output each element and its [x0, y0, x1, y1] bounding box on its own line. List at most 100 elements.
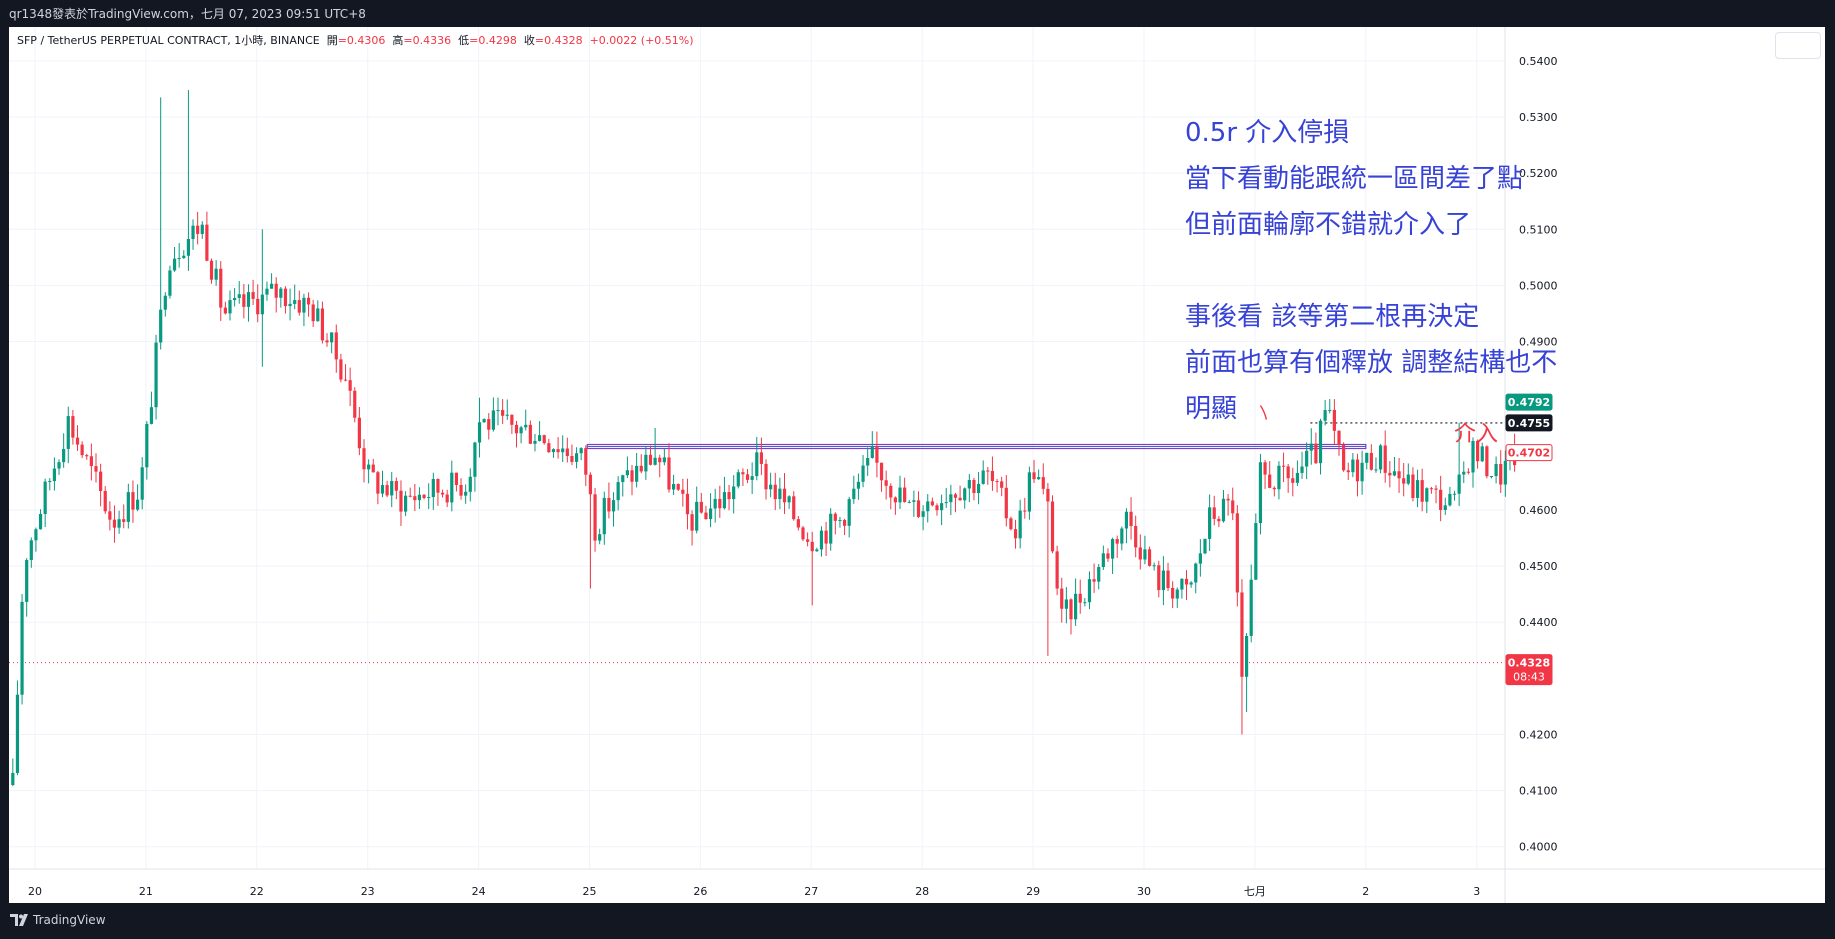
candle-body	[385, 485, 389, 496]
candle-body	[547, 443, 551, 453]
candle-body	[1064, 599, 1068, 609]
candle-body	[1050, 501, 1055, 552]
candle-body	[450, 472, 454, 503]
candle-body	[1402, 478, 1406, 484]
candle-body	[71, 416, 75, 438]
candle-body	[893, 497, 897, 503]
candle-body	[1240, 592, 1244, 677]
candle-body	[237, 294, 241, 298]
candle-body	[325, 340, 329, 343]
candle-body	[191, 225, 195, 239]
candle-body	[52, 468, 57, 482]
candle-body	[1152, 565, 1156, 567]
candle-body	[343, 379, 348, 381]
annotation-line-2: 當下看動能跟統一區間差了點	[1185, 164, 1524, 194]
candle-body	[1115, 539, 1119, 544]
tradingview-logo-icon	[10, 914, 28, 926]
candle-body	[422, 494, 426, 498]
price-scale-corner-button[interactable]	[1775, 32, 1821, 59]
candle-body	[260, 294, 264, 315]
candle-body	[1023, 510, 1027, 512]
candle-body	[1268, 474, 1272, 488]
candle-body	[1009, 518, 1013, 530]
price-tag-current-countdown: 08:43	[1513, 671, 1545, 684]
entry-arrow	[1259, 405, 1268, 420]
x-tick-label: 七月	[1244, 885, 1266, 898]
candlestick-chart[interactable]: 0.5400 0.5300 0.5200 0.5100 0.5000 0.4900 0.46…	[9, 27, 1825, 903]
candle-body	[1134, 526, 1138, 548]
candle-body	[519, 427, 523, 434]
candle-body	[99, 471, 103, 492]
candle-body	[967, 479, 971, 489]
annotation-line-5: 事後看 該等第二根再決定	[1185, 302, 1480, 332]
candle-body	[362, 448, 366, 470]
candle-body	[293, 300, 297, 304]
candle-body	[25, 559, 29, 602]
footer-brand: TradingView	[33, 913, 106, 927]
candle-body	[1129, 511, 1133, 527]
candle-body	[334, 332, 338, 360]
price-tag-zone-text: 0.4702	[1508, 447, 1550, 460]
y-tick-label: 0.5000	[1519, 279, 1558, 292]
candle-body	[1480, 446, 1484, 462]
candle-body	[1360, 462, 1364, 482]
candle-body	[1175, 589, 1179, 599]
y-tick-label: 0.4100	[1519, 785, 1558, 798]
candle-body	[773, 484, 777, 500]
candle-body	[722, 492, 727, 509]
candle-body	[1157, 565, 1161, 591]
candle-body	[593, 494, 597, 541]
candle-body	[1323, 410, 1327, 421]
candle-body	[732, 486, 736, 500]
candle-body	[131, 492, 135, 510]
candle-body	[718, 498, 722, 509]
candle-body	[445, 494, 449, 503]
candle-body	[1494, 464, 1498, 477]
y-tick-label: 0.4600	[1519, 504, 1558, 517]
candle-body	[219, 268, 223, 308]
candle-body	[135, 499, 140, 510]
chart-area[interactable]: 0.5400 0.5300 0.5200 0.5100 0.5000 0.4900 0.46…	[9, 27, 1825, 903]
candle-body	[861, 465, 865, 482]
candle-body	[80, 444, 84, 456]
candle-body	[574, 453, 579, 462]
candle-body	[1471, 440, 1475, 473]
candle-body	[695, 501, 699, 531]
candle-body	[972, 479, 976, 494]
symbol-name: SFP / TetherUS PERPETUAL CONTRACT, 1小時, …	[17, 34, 320, 47]
candle-body	[242, 294, 246, 307]
candle-body	[681, 489, 685, 494]
candle-body	[1499, 464, 1503, 485]
candle-body	[320, 308, 325, 341]
candle-body	[108, 511, 112, 520]
candle-body	[288, 303, 292, 307]
candle-body	[89, 456, 93, 467]
candle-body	[635, 465, 639, 482]
open-value: =0.4306	[337, 34, 386, 47]
candle-body	[117, 519, 121, 528]
candle-body	[713, 498, 717, 509]
candle-body	[644, 454, 648, 472]
candle-body	[953, 494, 958, 498]
candle-body	[1485, 446, 1489, 477]
candle-body	[1476, 440, 1480, 462]
candle-body	[630, 470, 634, 482]
candle-body	[1452, 493, 1457, 495]
x-tick-label: 3	[1473, 885, 1480, 898]
candle-body	[949, 494, 953, 503]
candle-body	[782, 488, 787, 503]
candle-body	[269, 283, 274, 289]
candle-body	[819, 530, 824, 550]
candle-body	[1249, 579, 1253, 636]
candle-body	[1212, 507, 1216, 519]
candle-body	[662, 457, 666, 463]
candle-body	[390, 481, 394, 496]
close-label: 收	[523, 34, 535, 47]
candle-body	[736, 472, 740, 487]
candle-body	[570, 456, 574, 462]
candle-body	[745, 474, 750, 480]
candle-body	[1332, 409, 1336, 431]
candle-body	[367, 464, 371, 470]
candle-body	[1060, 588, 1064, 609]
